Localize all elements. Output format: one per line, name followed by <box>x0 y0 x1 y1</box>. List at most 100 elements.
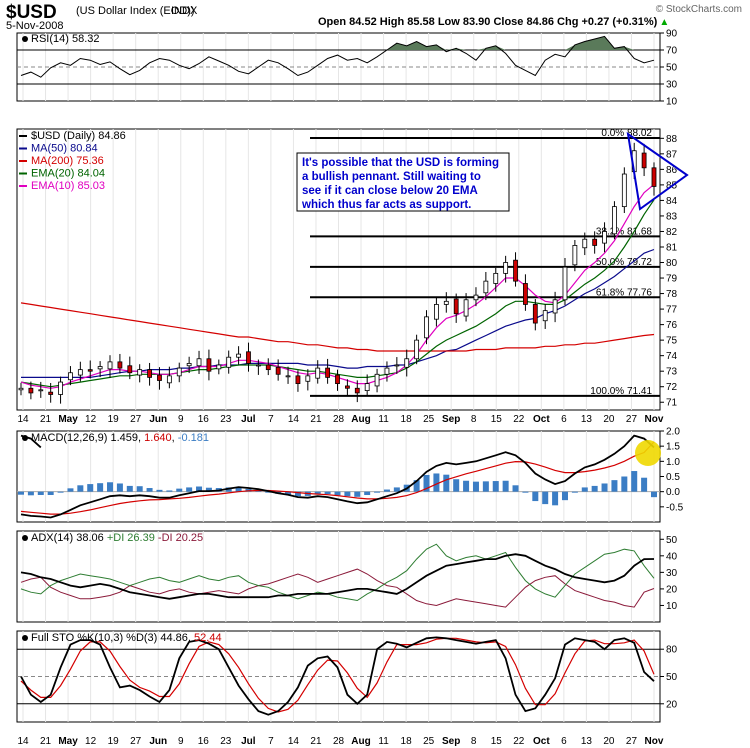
x-tick-label: 28 <box>333 736 345 747</box>
macd-histogram-bar <box>344 491 351 497</box>
adx-legend-part: ADX(14) 38.06 <box>31 532 107 544</box>
price-candle-body <box>87 369 93 372</box>
macd-y-tick-label: 0.5 <box>666 472 680 483</box>
macd-histogram-bar <box>443 474 450 492</box>
macd-histogram-bar <box>126 485 133 492</box>
price-candle-body <box>572 245 578 266</box>
price-candle-body <box>532 304 538 324</box>
price-y-tick-label: 78 <box>666 289 678 300</box>
macd-histogram-bar <box>601 483 608 492</box>
x-tick-label: 14 <box>288 414 300 425</box>
macd-histogram-bar <box>512 485 519 492</box>
x-tick-label: 19 <box>108 736 120 747</box>
macd-y-tick-label: 1.5 <box>666 442 680 453</box>
price-candle-body <box>523 283 528 305</box>
price-y-tick-label: 86 <box>666 165 678 176</box>
macd-y-tick-label: -0.5 <box>666 502 684 513</box>
macd-histogram-bar <box>37 491 44 496</box>
x-tick-label: 22 <box>513 736 525 747</box>
price-y-tick-label: 80 <box>666 258 678 269</box>
x-tick-label: 27 <box>626 414 638 425</box>
macd-histogram-bar <box>107 482 114 492</box>
macd-histogram-bar <box>522 491 529 493</box>
macd-histogram-bar <box>146 488 153 492</box>
x-tick-label: 27 <box>130 736 142 747</box>
x-tick-label: Oct <box>533 736 550 747</box>
price-candle-body <box>434 304 439 320</box>
price-candle-body <box>552 299 558 314</box>
x-tick-label: Nov <box>645 414 664 425</box>
annotation-line: see if it can close below 20 EMA <box>302 185 478 197</box>
macd-histogram-bar <box>87 484 94 492</box>
adx-y-tick-label: 50 <box>666 535 678 546</box>
price-y-tick-label: 71 <box>666 398 678 409</box>
macd-histogram-bar <box>314 491 321 494</box>
macd-histogram-bar <box>136 486 143 492</box>
sto-d-line <box>20 637 655 713</box>
price-y-tick-label: 72 <box>666 382 678 393</box>
x-tick-label: 27 <box>130 414 142 425</box>
adx-y-tick-label: 10 <box>666 601 678 612</box>
sto-legend-marker <box>22 635 28 641</box>
macd-histogram-bar <box>176 488 183 492</box>
macd-histogram-bar <box>47 491 54 496</box>
x-tick-label: 6 <box>561 414 567 425</box>
macd-histogram-bar <box>482 481 489 492</box>
sto-legend-part: Full STO %K(10,3) %D(3) 44.86, <box>31 632 194 644</box>
price-candle-body <box>473 294 479 301</box>
price-candle-body <box>147 369 152 378</box>
macd-histogram-bar <box>225 487 232 492</box>
macd-line <box>20 434 655 519</box>
macd-histogram-bar <box>186 487 193 492</box>
macd-histogram-bar <box>641 477 648 492</box>
macd-histogram-bar <box>631 471 638 492</box>
x-tick-label: 25 <box>423 414 435 425</box>
price-candle-body <box>394 364 400 367</box>
price-candle-body <box>562 266 568 301</box>
price-candle-body <box>255 364 261 367</box>
macd-histogram-bar <box>393 487 400 492</box>
price-y-tick-label: 74 <box>666 351 678 362</box>
macd-histogram-bar <box>294 491 301 497</box>
price-legend-ema10: EMA(10) 85.03 <box>31 180 105 192</box>
macd-histogram-bar <box>364 491 371 496</box>
x-tick-label: 16 <box>198 414 210 425</box>
adx-legend-part: +DI 26.39 <box>107 532 155 544</box>
adx-legend-part: -DI 20.25 <box>155 532 203 544</box>
price-y-tick-label: 82 <box>666 227 678 238</box>
price-candle-body <box>364 383 370 391</box>
rsi-y-tick-label: 90 <box>666 29 678 40</box>
macd-histogram-bar <box>591 485 598 492</box>
x-tick-label: 21 <box>310 414 322 425</box>
price-candle-body <box>453 298 459 315</box>
x-tick-label: Jul <box>241 414 256 425</box>
price-candle-body <box>58 381 63 395</box>
price-candle-body <box>414 339 420 360</box>
price-candle-body <box>157 374 162 381</box>
price-candle-body <box>18 387 24 391</box>
x-tick-label: 13 <box>581 414 593 425</box>
price-candle-body <box>582 238 588 249</box>
price-y-tick-label: 76 <box>666 320 678 331</box>
sto-legend-part: 52.44 <box>194 632 222 644</box>
x-tick-label: 13 <box>581 736 593 747</box>
price-candle-body <box>285 375 291 378</box>
adx-legend-marker <box>22 535 28 541</box>
macd-histogram-bar <box>354 491 361 497</box>
sto-y-tick-label: 20 <box>666 699 678 710</box>
rsi-y-tick-label: 70 <box>666 46 678 57</box>
macd-histogram-bar <box>552 491 559 506</box>
macd-y-tick-label: 2.0 <box>666 427 680 438</box>
symbol-name: (US Dollar Index (EOD)) <box>76 5 195 17</box>
price-candle-body <box>513 259 518 282</box>
x-tick-label: Jul <box>241 736 256 747</box>
price-candle-body <box>176 367 182 377</box>
macd-histogram-bar <box>18 491 24 495</box>
x-tick-label: Sep <box>442 414 460 425</box>
annotation-line: which thus far acts as support. <box>301 199 471 211</box>
price-legend-main: $USD (Daily) 84.86 <box>31 130 126 142</box>
price-candle-body <box>592 238 598 246</box>
price-candle-body <box>315 367 321 379</box>
x-tick-label: 9 <box>178 414 184 425</box>
